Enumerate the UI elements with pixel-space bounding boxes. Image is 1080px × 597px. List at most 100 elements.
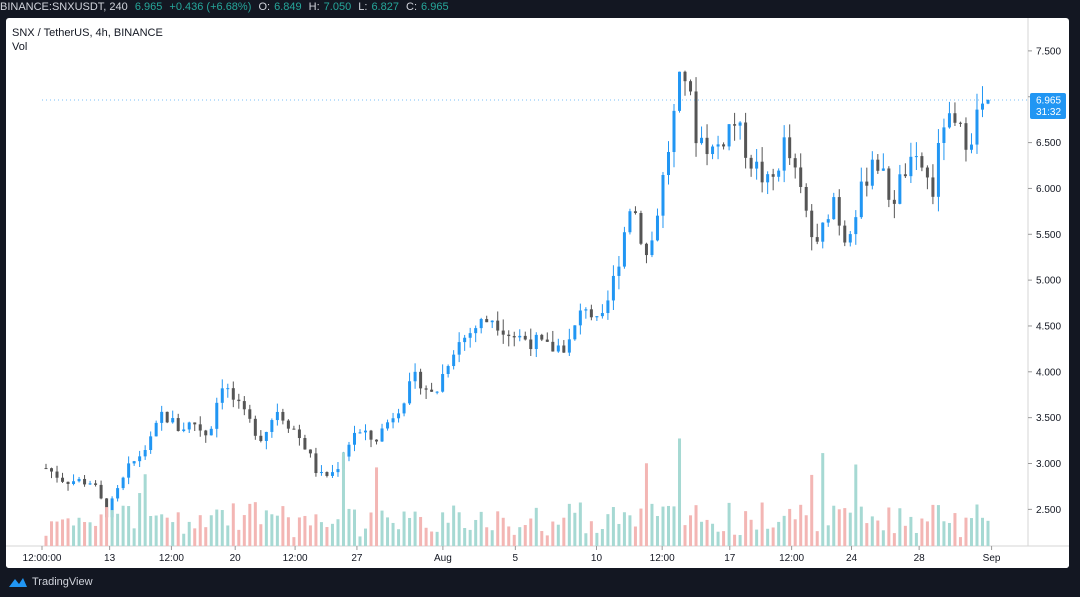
candle-body[interactable] [264, 431, 268, 441]
candle-body[interactable] [925, 167, 929, 178]
time-axis[interactable] [6, 546, 1069, 568]
candle-body[interactable] [969, 144, 973, 150]
candle-body[interactable] [854, 217, 858, 235]
candle-body[interactable] [50, 468, 54, 472]
candle-body[interactable] [837, 197, 841, 226]
candle-body[interactable] [220, 388, 224, 403]
candle-body[interactable] [463, 337, 467, 343]
candle-body[interactable] [154, 422, 158, 437]
candle-body[interactable] [457, 342, 461, 355]
candle-body[interactable] [859, 181, 863, 218]
candle-body[interactable] [678, 71, 682, 111]
candle-body[interactable] [143, 449, 147, 457]
candle-body[interactable] [446, 366, 450, 374]
candle-body[interactable] [650, 240, 654, 256]
candle-body[interactable] [848, 234, 852, 243]
candle-body[interactable] [419, 371, 423, 389]
candle-body[interactable] [187, 422, 191, 430]
candle-body[interactable] [132, 461, 136, 464]
candle-body[interactable] [270, 420, 274, 432]
candle-body[interactable] [733, 124, 737, 126]
candle-body[interactable] [55, 471, 59, 478]
candle-body[interactable] [193, 422, 197, 425]
candle-body[interactable] [490, 320, 494, 323]
candle-body[interactable] [909, 156, 913, 177]
candle-body[interactable] [314, 453, 318, 474]
candle-body[interactable] [826, 219, 830, 223]
candle-body[interactable] [215, 402, 219, 429]
candle-body[interactable] [887, 168, 891, 200]
candle-body[interactable] [611, 275, 615, 301]
candle-body[interactable] [942, 127, 946, 143]
candle-body[interactable] [777, 170, 781, 177]
candle-body[interactable] [980, 103, 984, 110]
candle-body[interactable] [771, 174, 775, 177]
candle-body[interactable] [116, 488, 120, 499]
candle-body[interactable] [953, 113, 957, 123]
candle-body[interactable] [121, 477, 125, 489]
candle-body[interactable] [138, 456, 142, 462]
candle-body[interactable] [308, 449, 312, 454]
candle-body[interactable] [303, 438, 307, 450]
candle-body[interactable] [578, 310, 582, 326]
candle-body[interactable] [369, 430, 373, 440]
candle-body[interactable] [292, 428, 296, 430]
candle-body[interactable] [281, 411, 285, 421]
candle-body[interactable] [452, 354, 456, 367]
candle-body[interactable] [760, 161, 764, 183]
candle-body[interactable] [325, 472, 329, 476]
candle-body[interactable] [352, 432, 356, 445]
candle-body[interactable] [865, 181, 869, 186]
candle-body[interactable] [661, 175, 665, 216]
candle-body[interactable] [755, 161, 759, 169]
candle-body[interactable] [914, 156, 918, 158]
candle-body[interactable] [936, 142, 940, 197]
candle-body[interactable] [77, 478, 81, 482]
candle-body[interactable] [920, 156, 924, 168]
candle-body[interactable] [534, 334, 538, 350]
candle-body[interactable] [413, 371, 417, 382]
candle-body[interactable] [94, 483, 98, 485]
candle-body[interactable] [595, 316, 599, 318]
candle-body[interactable] [562, 345, 566, 353]
candle-body[interactable] [689, 81, 693, 92]
candle-body[interactable] [330, 472, 334, 476]
candle-body[interactable] [606, 300, 610, 314]
candle-body[interactable] [430, 389, 434, 392]
candle-body[interactable] [799, 167, 803, 187]
candle-body[interactable] [589, 309, 593, 318]
candle-body[interactable] [545, 339, 549, 342]
candle-body[interactable] [700, 137, 704, 144]
candle-body[interactable] [182, 429, 186, 431]
candle-body[interactable] [171, 418, 175, 423]
candle-body[interactable] [870, 159, 874, 186]
candle-body[interactable] [248, 409, 252, 419]
candle-body[interactable] [567, 339, 571, 353]
candle-body[interactable] [947, 113, 951, 128]
candle-body[interactable] [551, 341, 555, 352]
candle-body[interactable] [600, 313, 604, 317]
candle-body[interactable] [160, 411, 164, 423]
price-chart[interactable]: 7.5007.0006.5006.0005.5005.0004.5004.000… [6, 18, 1069, 568]
candle-body[interactable] [843, 225, 847, 243]
candle-body[interactable] [66, 481, 70, 484]
candle-body[interactable] [711, 146, 715, 155]
candle-body[interactable] [468, 333, 472, 338]
candle-body[interactable] [975, 109, 979, 145]
candle-body[interactable] [876, 159, 880, 171]
candle-body[interactable] [683, 71, 687, 82]
candle-body[interactable] [435, 391, 439, 393]
candle-body[interactable] [88, 483, 92, 485]
tradingview-brand[interactable]: TradingView [8, 576, 93, 588]
candle-body[interactable] [666, 152, 670, 176]
candle-body[interactable] [44, 468, 48, 470]
candle-body[interactable] [617, 266, 621, 276]
candle-body[interactable] [622, 232, 626, 267]
candle-body[interactable] [694, 91, 698, 144]
candle-body[interactable] [523, 335, 527, 340]
candle-body[interactable] [727, 124, 731, 147]
candle-body[interactable] [474, 328, 478, 334]
candle-body[interactable] [512, 336, 516, 338]
candle-body[interactable] [766, 174, 770, 183]
candle-body[interactable] [485, 319, 489, 323]
